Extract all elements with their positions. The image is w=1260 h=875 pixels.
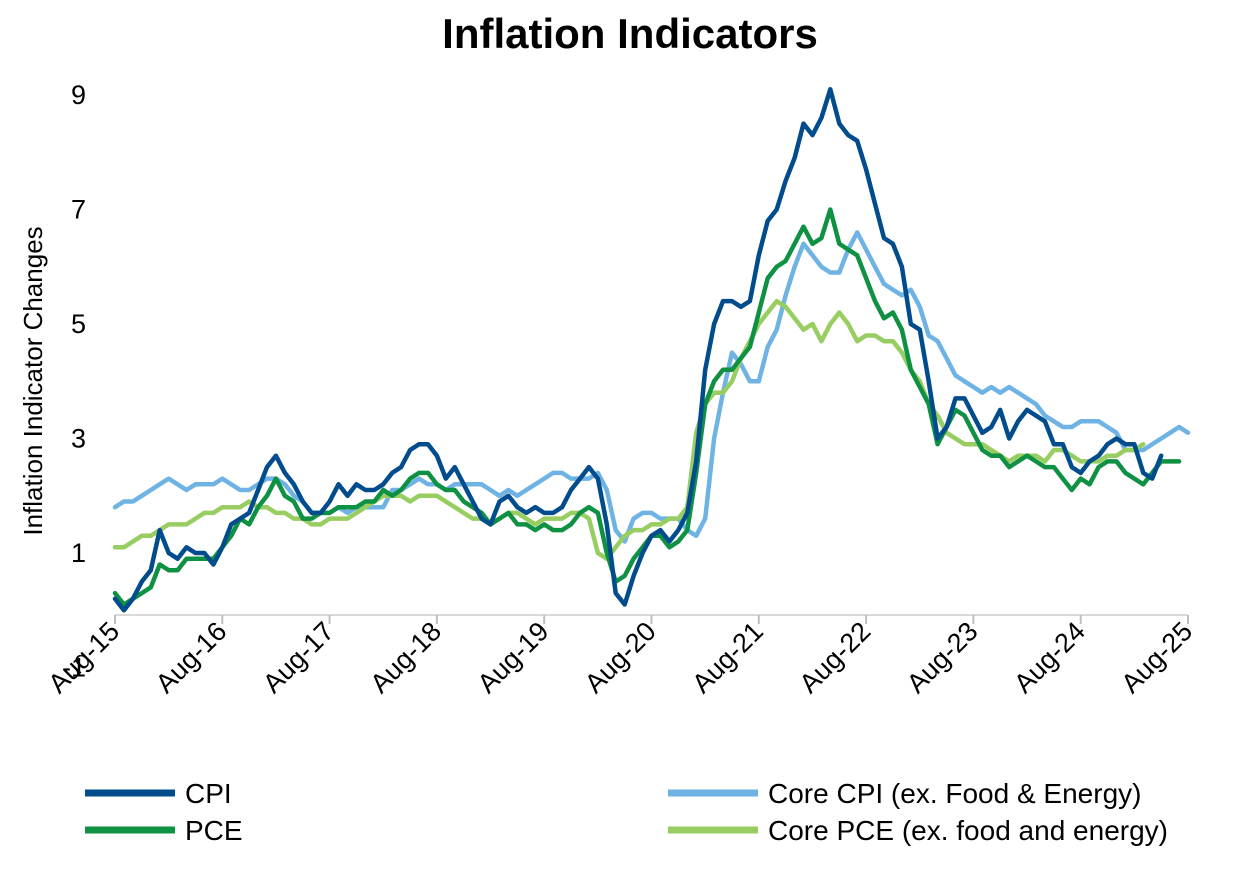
series-lines (112, 87, 1191, 613)
y-tick-label: 1 (71, 538, 86, 568)
x-tick-label: Aug-24 (1008, 616, 1091, 699)
y-axis-ticks: 9 7 5 3 1 -1 (62, 80, 86, 683)
series-line-core-cpi-ex-food-energy (112, 230, 1191, 544)
x-tick-label: Aug-25 (1115, 616, 1198, 699)
series-line-cpi (112, 87, 1164, 613)
x-tick-label: Aug-18 (364, 616, 447, 699)
x-tick-label: Aug-15 (42, 616, 125, 699)
y-tick-label: 7 (71, 195, 86, 225)
x-tick-label: Aug-16 (150, 616, 233, 699)
x-tick-label: Aug-21 (686, 616, 769, 699)
x-axis-ticks: Aug-15 Aug-16 Aug-17 Aug-18 Aug-19 Aug-20 Aug-… (42, 615, 1198, 699)
x-tick-label: Aug-17 (257, 616, 340, 699)
legend-label: Core PCE (ex. food and energy) (768, 815, 1168, 846)
y-axis-label: Inflation Indicator Changes (18, 226, 48, 535)
chart-title: Inflation Indicators (442, 10, 818, 57)
y-tick-label: 9 (71, 80, 86, 110)
x-tick-label: Aug-20 (579, 616, 662, 699)
series-line-core-pce-ex-food-and-energy (112, 298, 1146, 561)
x-tick-label: Aug-23 (901, 616, 984, 699)
y-tick-label: 5 (71, 309, 86, 339)
legend-label: CPI (185, 778, 232, 809)
y-tick-label: 3 (71, 424, 86, 454)
legend: CPI Core CPI (ex. Food & Energy) PCE Core P… (85, 778, 1168, 846)
x-tick-label: Aug-19 (472, 616, 555, 699)
legend-label: PCE (185, 815, 243, 846)
legend-label: Core CPI (ex. Food & Energy) (768, 778, 1141, 809)
y-tick-label: -1 (62, 653, 86, 683)
x-tick-label: Aug-22 (794, 616, 877, 699)
